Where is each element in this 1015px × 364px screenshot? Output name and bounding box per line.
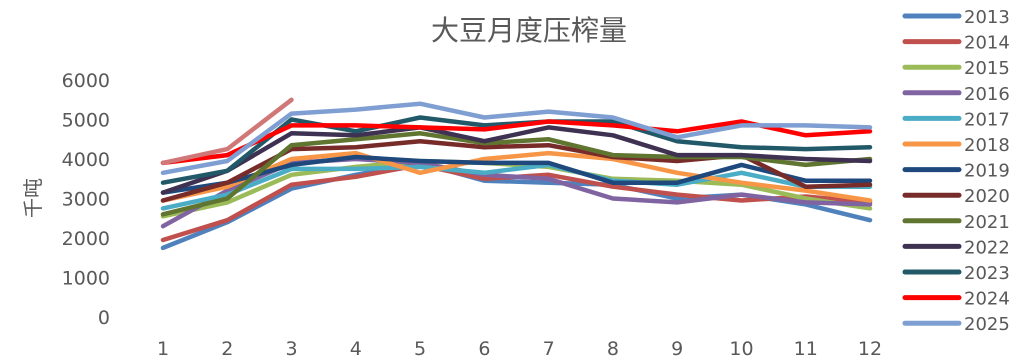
chart-title: 大豆月度压榨量	[431, 14, 627, 47]
y-axis-label: 千吨	[21, 178, 45, 218]
y-tick-label: 4000	[62, 149, 110, 171]
y-tick-label: 0	[98, 307, 110, 329]
x-tick-label: 1	[157, 338, 169, 360]
legend-label: 2020	[964, 186, 1010, 207]
x-tick-label: 2	[221, 338, 233, 360]
legend: 2013 2014 2015 2016 2017 2018 2019 2020 2021 2022…	[902, 7, 1010, 335]
series-line-2025	[160, 101, 873, 176]
series-line-2021	[160, 131, 873, 217]
x-tick-label: 11	[794, 338, 818, 360]
x-tick-label: 8	[607, 338, 619, 360]
legend-label: 2025	[964, 314, 1010, 335]
x-tick-label: 12	[858, 338, 882, 360]
x-axis-ticks: 1 2 3 4 5 6 7 8 9 10 11 12	[157, 338, 882, 360]
legend-label: 2019	[964, 161, 1010, 182]
legend-label: 2024	[964, 289, 1010, 310]
series-line-2019	[160, 154, 873, 195]
y-tick-label: 3000	[62, 189, 110, 211]
legend-label: 2015	[964, 58, 1010, 79]
x-tick-label: 6	[478, 338, 490, 360]
legend-label: 2023	[964, 263, 1010, 284]
legend-label: 2022	[964, 237, 1010, 258]
x-tick-label: 4	[350, 338, 362, 360]
legend-label: 2017	[964, 109, 1010, 130]
legend-label: 2018	[964, 135, 1010, 156]
series-line-2018	[160, 150, 873, 203]
x-tick-label: 10	[729, 338, 753, 360]
y-axis-ticks: 0 1000 2000 3000 4000 5000 6000	[62, 70, 110, 329]
series-lines	[160, 97, 873, 251]
y-tick-label: 6000	[62, 70, 110, 92]
legend-label: 2013	[964, 7, 1010, 28]
y-tick-label: 1000	[62, 268, 110, 290]
x-tick-label: 7	[543, 338, 555, 360]
x-tick-label: 3	[285, 338, 297, 360]
legend-label: 2016	[964, 84, 1010, 105]
legend-label: 2021	[964, 212, 1010, 233]
x-tick-label: 5	[414, 338, 426, 360]
series-line-extra-13	[160, 97, 294, 166]
legend-label: 2014	[964, 33, 1010, 54]
series-line-2022	[160, 125, 873, 195]
series-line-2017	[160, 162, 873, 211]
y-tick-label: 5000	[62, 110, 110, 132]
y-tick-label: 2000	[62, 228, 110, 250]
x-tick-label: 9	[671, 338, 683, 360]
